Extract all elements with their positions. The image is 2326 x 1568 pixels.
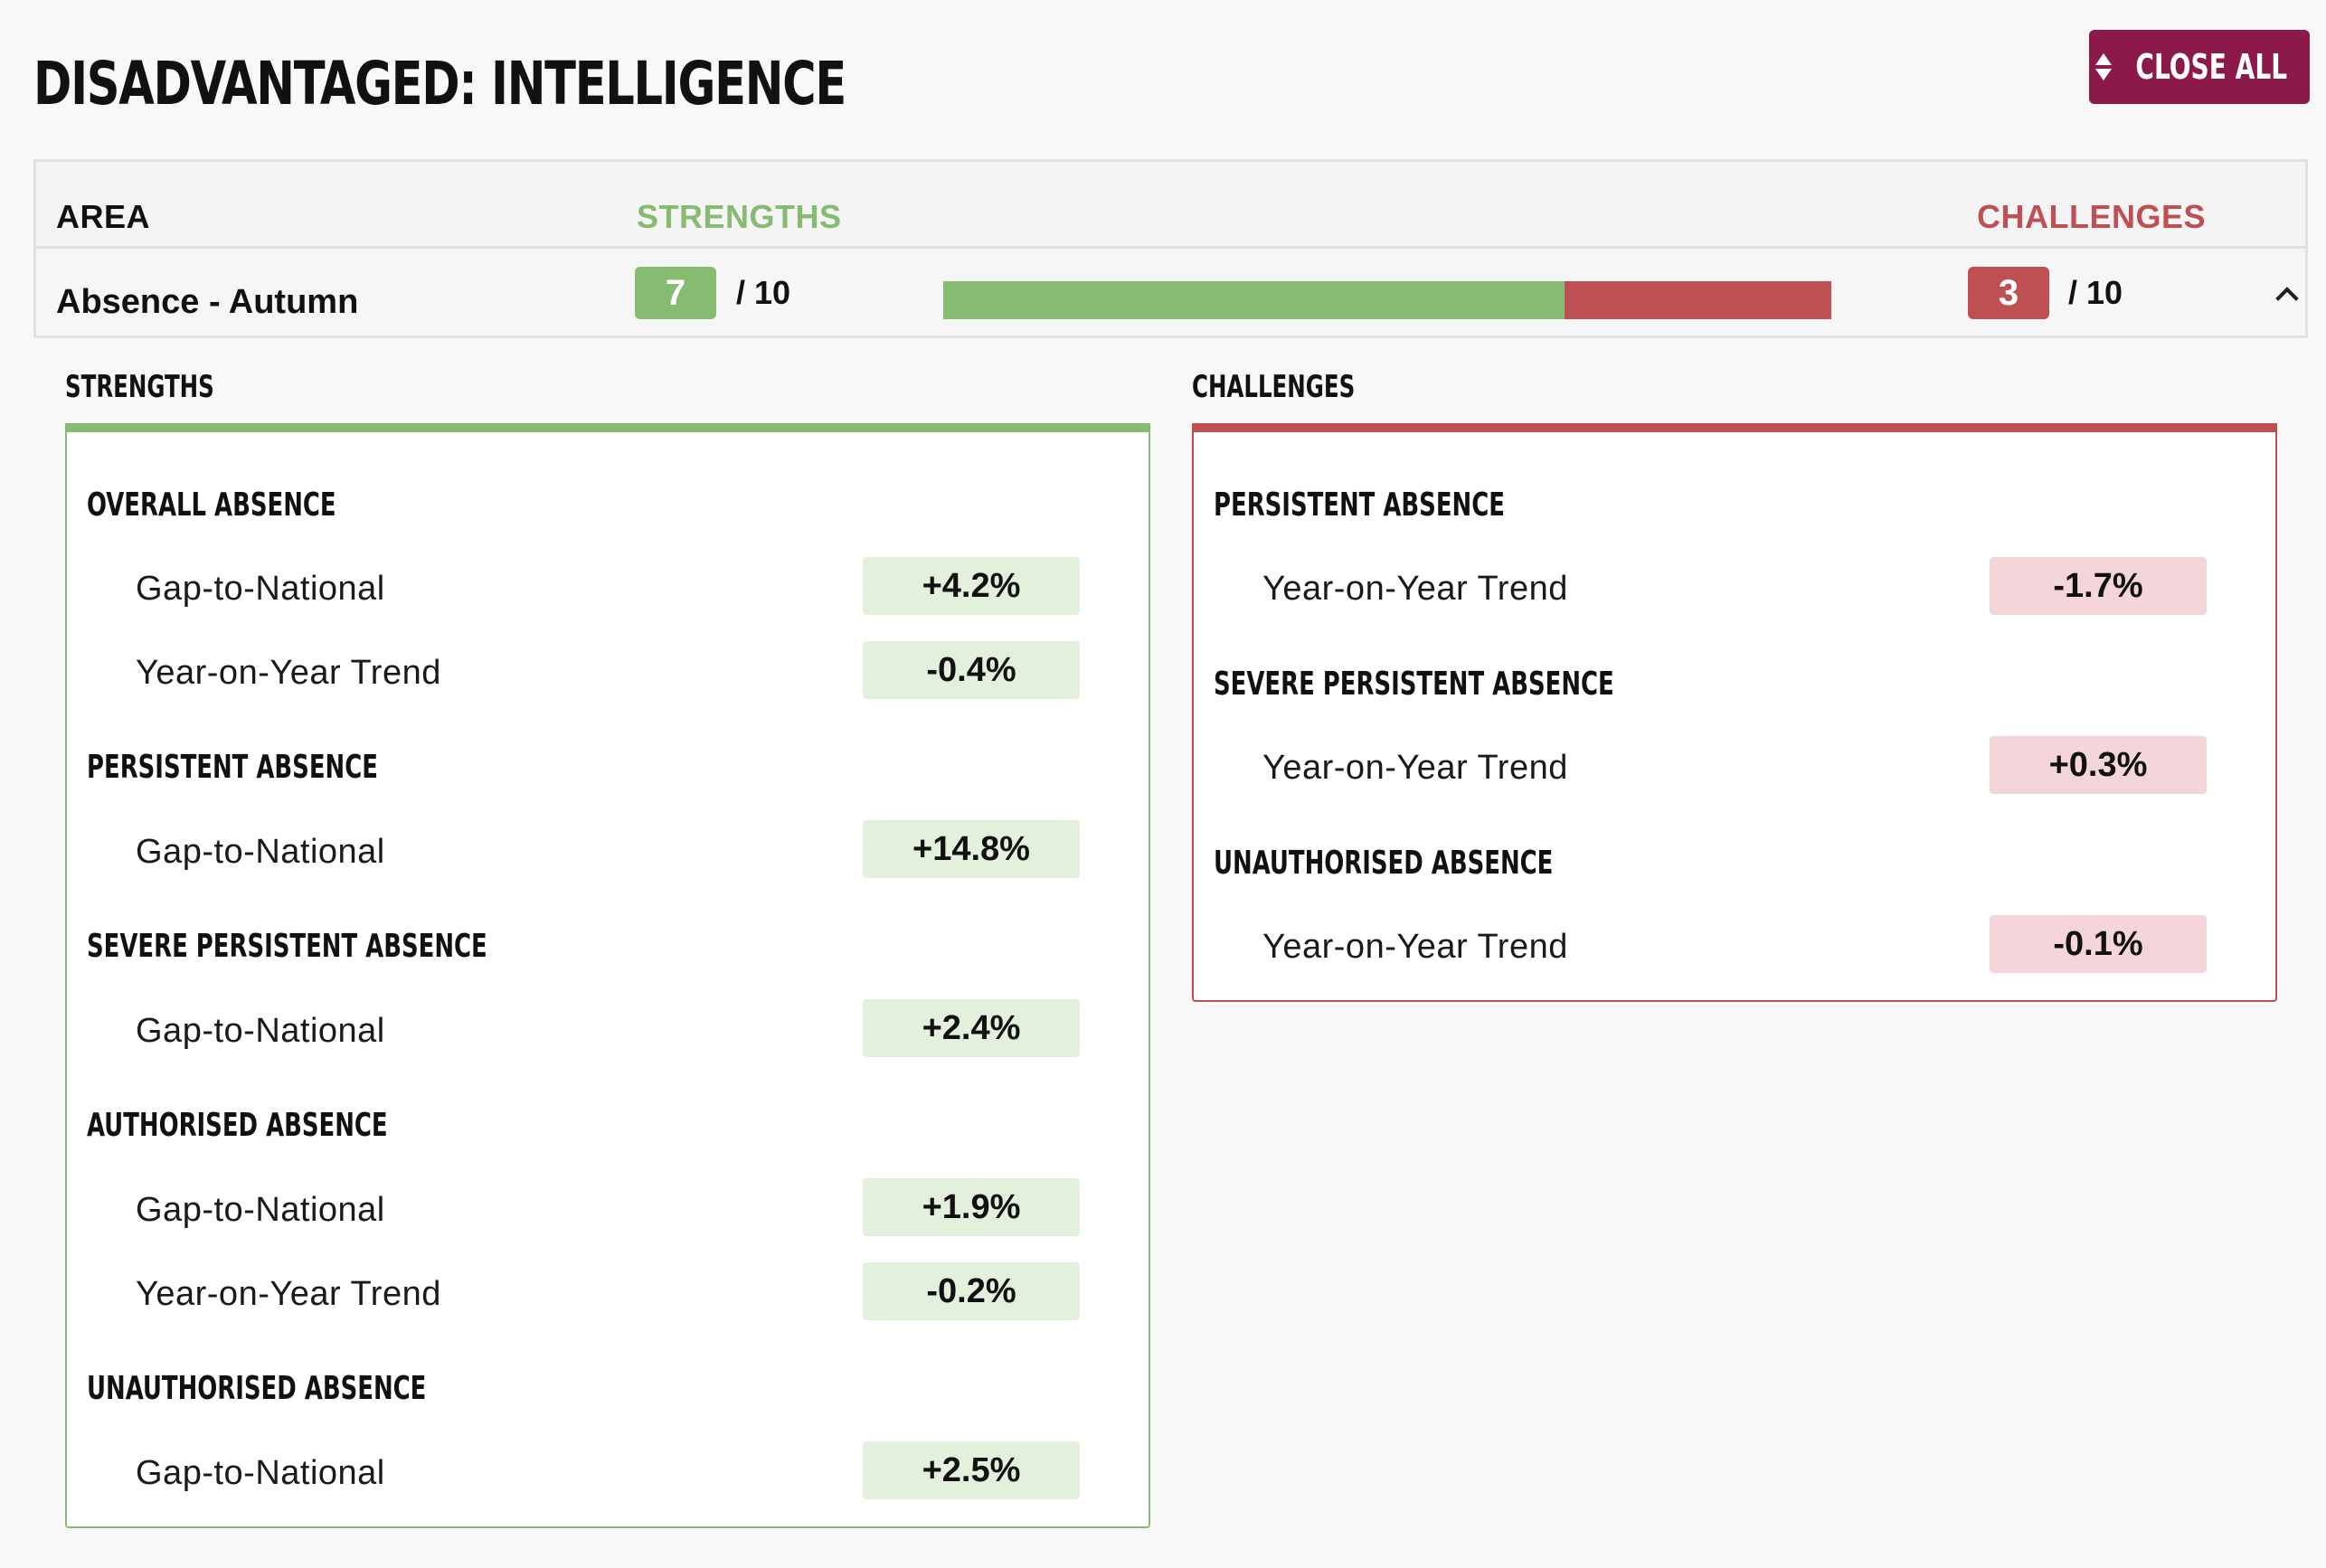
table-row-absence-autumn[interactable]: Absence - Autumn 7 / 10 3 / 10	[36, 249, 2305, 335]
metric-label: Gap-to-National	[136, 1454, 385, 1492]
metric-value: +2.5%	[863, 1441, 1080, 1499]
metric-value: -1.7%	[1990, 557, 2207, 615]
strength-challenge-bar	[943, 281, 1831, 319]
group-title: SEVERE PERSISTENT ABSENCE	[87, 928, 487, 965]
challenges-panel-title: CHALLENGES	[1192, 369, 1356, 405]
strengths-score-total: / 10	[736, 274, 791, 311]
metric-value: -0.2%	[863, 1262, 1080, 1320]
metric-label: Gap-to-National	[136, 1191, 385, 1229]
group-title: UNAUTHORISED ABSENCE	[87, 1370, 427, 1407]
column-header-area: AREA	[56, 198, 151, 235]
group-title: OVERALL ABSENCE	[87, 486, 336, 524]
metric-value: +14.8%	[863, 820, 1080, 878]
metric-label: Year-on-Year Trend	[1262, 928, 1568, 966]
group-title: SEVERE PERSISTENT ABSENCE	[1214, 666, 1614, 703]
column-header-strengths: STRENGTHS	[637, 198, 842, 235]
group-title: PERSISTENT ABSENCE	[87, 749, 378, 786]
metric-label: Year-on-Year Trend	[1262, 749, 1568, 787]
close-all-button[interactable]: CLOSE ALL	[2089, 30, 2310, 104]
challenges-score-badge: 3	[1968, 267, 2049, 319]
challenges-score-total: / 10	[2068, 274, 2123, 311]
summary-table: AREA STRENGTHS CHALLENGES Absence - Autu…	[33, 159, 2308, 338]
metric-label: Gap-to-National	[136, 833, 385, 871]
metric-value: -0.4%	[863, 641, 1080, 699]
metric-value: +2.4%	[863, 999, 1080, 1057]
strengths-panel: OVERALL ABSENCE Gap-to-National +4.2% Ye…	[65, 423, 1150, 1528]
group-title: UNAUTHORISED ABSENCE	[1214, 845, 1554, 882]
table-header: AREA STRENGTHS CHALLENGES	[36, 162, 2305, 249]
metric-label: Year-on-Year Trend	[136, 1275, 441, 1313]
metric-value: -0.1%	[1990, 915, 2207, 973]
metric-label: Gap-to-National	[136, 570, 385, 608]
metric-value: +1.9%	[863, 1178, 1080, 1236]
metric-value: +0.3%	[1990, 736, 2207, 794]
page-title: DISADVANTAGED: INTELLIGENCE	[33, 49, 846, 118]
sort-arrows-icon	[2094, 53, 2112, 80]
row-label: Absence - Autumn	[56, 283, 359, 321]
strengths-panel-title: STRENGTHS	[65, 369, 214, 405]
group-title: PERSISTENT ABSENCE	[1214, 486, 1505, 524]
metric-label: Year-on-Year Trend	[136, 654, 441, 692]
chevron-up-icon[interactable]	[2275, 287, 2299, 310]
metric-label: Year-on-Year Trend	[1262, 570, 1568, 608]
column-header-challenges: CHALLENGES	[1977, 198, 2207, 235]
close-all-label: CLOSE ALL	[2135, 47, 2287, 87]
metric-label: Gap-to-National	[136, 1012, 385, 1050]
group-title: AUTHORISED ABSENCE	[87, 1107, 388, 1144]
metric-value: +4.2%	[863, 557, 1080, 615]
strength-bar-fill	[943, 281, 1565, 319]
challenges-panel: PERSISTENT ABSENCE Year-on-Year Trend -1…	[1192, 423, 2277, 1002]
strengths-score-badge: 7	[635, 267, 716, 319]
